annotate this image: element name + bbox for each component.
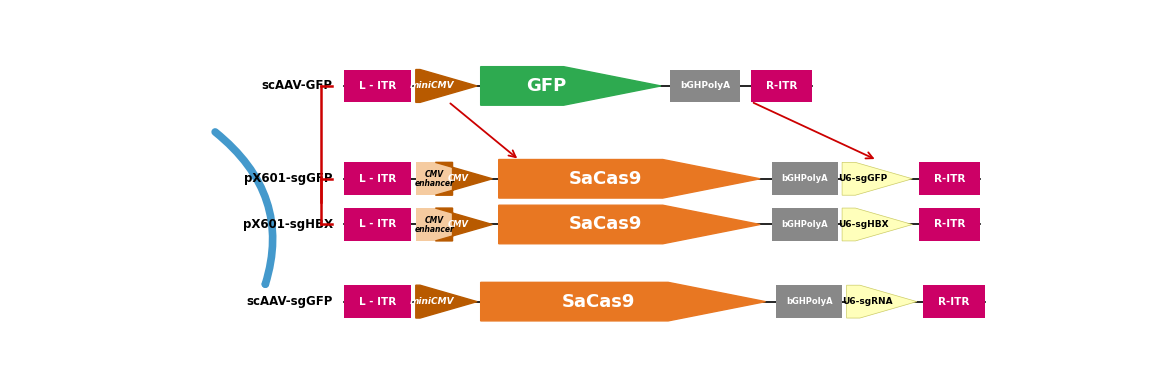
FancyBboxPatch shape bbox=[919, 208, 980, 241]
Text: L - ITR: L - ITR bbox=[359, 81, 397, 91]
Text: bGHPolyA: bGHPolyA bbox=[786, 297, 833, 306]
Text: scAAV-GFP: scAAV-GFP bbox=[262, 79, 333, 92]
Text: CMV: CMV bbox=[448, 220, 469, 229]
FancyBboxPatch shape bbox=[777, 285, 842, 318]
Text: enhancer: enhancer bbox=[414, 225, 454, 234]
Text: GFP: GFP bbox=[527, 77, 566, 95]
Polygon shape bbox=[435, 208, 492, 241]
Polygon shape bbox=[847, 285, 916, 318]
FancyBboxPatch shape bbox=[772, 162, 837, 195]
Polygon shape bbox=[499, 205, 761, 244]
Text: miniCMV: miniCMV bbox=[409, 82, 455, 91]
Polygon shape bbox=[480, 67, 661, 105]
Text: enhancer: enhancer bbox=[414, 179, 454, 188]
Text: U6-sgHBX: U6-sgHBX bbox=[837, 220, 889, 229]
FancyBboxPatch shape bbox=[670, 69, 741, 102]
FancyBboxPatch shape bbox=[344, 285, 412, 318]
FancyBboxPatch shape bbox=[416, 208, 452, 241]
Text: pX601-sgGFP: pX601-sgGFP bbox=[244, 172, 333, 185]
Polygon shape bbox=[499, 160, 761, 198]
Text: R-ITR: R-ITR bbox=[934, 174, 965, 184]
Polygon shape bbox=[480, 282, 765, 321]
Text: miniCMV: miniCMV bbox=[409, 297, 455, 306]
Text: bGHPolyA: bGHPolyA bbox=[782, 220, 828, 229]
Text: U6-sgGFP: U6-sgGFP bbox=[839, 174, 887, 183]
FancyBboxPatch shape bbox=[772, 208, 837, 241]
Text: L - ITR: L - ITR bbox=[359, 174, 397, 184]
Text: SaCas9: SaCas9 bbox=[569, 170, 642, 188]
Text: L - ITR: L - ITR bbox=[359, 220, 397, 230]
Text: R-ITR: R-ITR bbox=[766, 81, 798, 91]
Text: SaCas9: SaCas9 bbox=[569, 216, 642, 233]
Text: scAAV-sgGFP: scAAV-sgGFP bbox=[247, 295, 333, 308]
FancyBboxPatch shape bbox=[344, 208, 412, 241]
FancyBboxPatch shape bbox=[751, 69, 812, 102]
FancyBboxPatch shape bbox=[416, 162, 452, 195]
Polygon shape bbox=[416, 69, 477, 102]
Text: CMV: CMV bbox=[424, 216, 444, 225]
Polygon shape bbox=[416, 285, 477, 318]
Text: bGHPolyA: bGHPolyA bbox=[782, 174, 828, 183]
Text: U6-sgRNA: U6-sgRNA bbox=[842, 297, 893, 306]
Text: R-ITR: R-ITR bbox=[939, 297, 970, 306]
Polygon shape bbox=[435, 162, 492, 195]
FancyBboxPatch shape bbox=[923, 285, 985, 318]
Text: L - ITR: L - ITR bbox=[359, 297, 397, 306]
FancyBboxPatch shape bbox=[344, 69, 412, 102]
Polygon shape bbox=[842, 162, 913, 195]
Text: pX601-sgHBX: pX601-sgHBX bbox=[243, 218, 333, 231]
FancyBboxPatch shape bbox=[344, 162, 412, 195]
FancyBboxPatch shape bbox=[919, 162, 980, 195]
Polygon shape bbox=[842, 208, 913, 241]
FancyArrowPatch shape bbox=[215, 132, 272, 284]
Text: R-ITR: R-ITR bbox=[934, 220, 965, 230]
Text: SaCas9: SaCas9 bbox=[562, 293, 635, 311]
Text: CMV: CMV bbox=[424, 170, 444, 179]
Text: bGHPolyA: bGHPolyA bbox=[680, 82, 730, 91]
Text: CMV: CMV bbox=[448, 174, 469, 183]
